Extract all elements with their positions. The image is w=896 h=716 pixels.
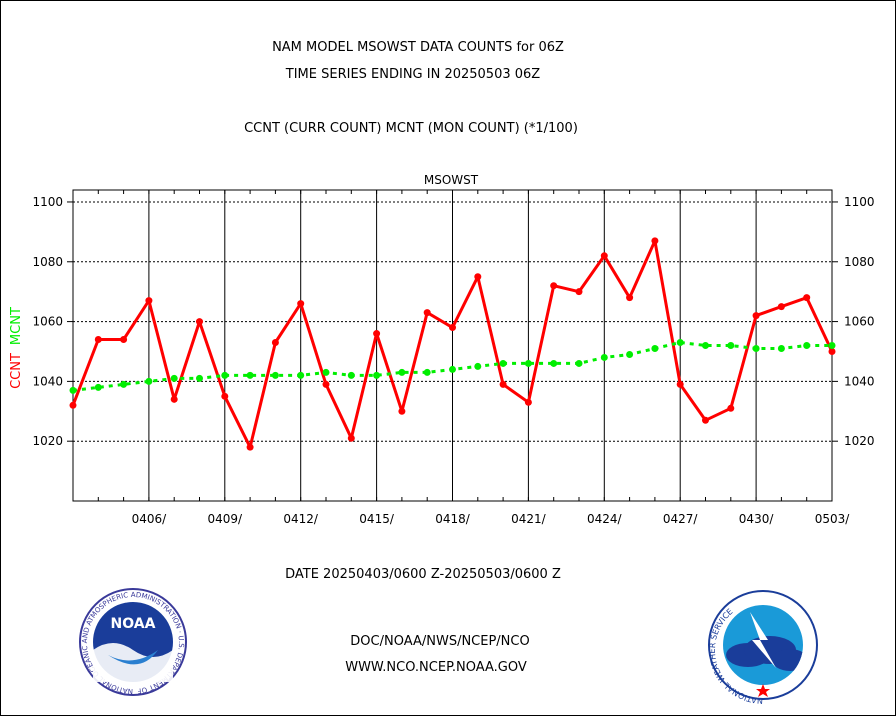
- data-point-ccnt: [702, 416, 709, 424]
- data-point-mcnt: [777, 344, 785, 352]
- data-point-ccnt: [803, 294, 811, 302]
- data-point-mcnt: [600, 353, 608, 361]
- data-point-mcnt: [69, 386, 77, 394]
- data-point-ccnt: [69, 401, 77, 409]
- data-point-mcnt: [449, 365, 456, 373]
- x-tick-label: 0409/: [208, 512, 244, 526]
- data-point-ccnt: [120, 336, 128, 344]
- data-point-ccnt: [221, 392, 229, 400]
- x-tick-label: 0427/: [663, 512, 699, 526]
- y-tick-label-right: 1080: [844, 255, 875, 269]
- data-point-ccnt: [271, 339, 279, 347]
- data-point-mcnt: [828, 342, 836, 349]
- data-point-ccnt: [752, 312, 760, 320]
- data-point-ccnt: [676, 380, 684, 388]
- y-tick-label: 1060: [32, 315, 63, 329]
- noaa-ring-text: NATIONAL OCEANIC AND ATMOSPHERIC ADMINIS…: [0, 0, 185, 695]
- data-point-mcnt: [196, 374, 203, 382]
- y-tick-label: 1040: [32, 374, 63, 388]
- y-label-mcnt: MCNT: [9, 307, 24, 345]
- tick-labels: 1020 1020 1040 1040 1060 1060 1080 1080 1100 1100…: [32, 195, 874, 526]
- y-tick-label-right: 1060: [844, 315, 875, 329]
- data-point-mcnt: [474, 362, 482, 370]
- data-point-mcnt: [373, 371, 381, 379]
- x-tick-label: 0430/: [739, 512, 775, 526]
- y-tick-label-right: 1020: [844, 434, 875, 448]
- y-tick-label-right: 1040: [844, 374, 875, 388]
- data-point-mcnt: [322, 368, 330, 376]
- data-point-ccnt: [474, 273, 482, 281]
- data-point-ccnt: [94, 336, 102, 344]
- data-point-mcnt: [170, 374, 178, 382]
- data-point-ccnt: [322, 380, 330, 388]
- x-tick-label: 0406/: [132, 512, 168, 526]
- data-point-ccnt: [196, 318, 203, 326]
- data-point-mcnt: [651, 344, 659, 352]
- data-point-ccnt: [170, 395, 178, 403]
- nws-logo: NATIONAL WEATHER SERVICE: [708, 590, 818, 705]
- data-point-mcnt: [524, 359, 532, 367]
- y-tick-label: 1020: [32, 434, 63, 448]
- noaa-logo-text: NOAA: [111, 616, 156, 632]
- y-axis-label: CCNT MCNT: [9, 307, 24, 389]
- data-point-mcnt: [145, 377, 153, 385]
- data-point-ccnt: [777, 303, 785, 311]
- data-point-mcnt: [550, 359, 558, 367]
- data-point-ccnt: [499, 380, 507, 388]
- data-point-ccnt: [246, 443, 254, 451]
- data-point-ccnt: [373, 330, 381, 338]
- data-point-mcnt: [398, 368, 406, 376]
- data-point-ccnt: [524, 398, 532, 406]
- data-point-ccnt: [145, 297, 153, 305]
- y-tick-label: 1100: [32, 195, 63, 209]
- y-label-ccnt: CCNT: [9, 353, 24, 389]
- chart-title-line1: NAM MODEL MSOWST DATA COUNTS for 06Z: [272, 40, 564, 55]
- x-tick-label: 0418/: [435, 512, 471, 526]
- data-point-ccnt: [651, 237, 659, 245]
- data-point-ccnt: [297, 300, 305, 308]
- data-point-ccnt: [727, 404, 735, 412]
- data-point-ccnt: [828, 347, 836, 355]
- data-series: [69, 237, 836, 451]
- x-tick-label: 0421/: [511, 512, 547, 526]
- data-point-ccnt: [347, 434, 355, 442]
- data-point-ccnt: [398, 407, 406, 415]
- org-path-link[interactable]: DOC/NOAA/NWS/NCEP/NCO: [350, 634, 529, 649]
- data-point-mcnt: [727, 342, 735, 349]
- data-point-mcnt: [676, 339, 684, 347]
- data-point-mcnt: [120, 380, 128, 388]
- data-point-mcnt: [702, 342, 709, 349]
- y-tick-label: 1080: [32, 255, 63, 269]
- data-point-ccnt: [550, 282, 558, 290]
- data-point-ccnt: [575, 288, 583, 296]
- data-point-ccnt: [626, 294, 634, 302]
- data-point-mcnt: [626, 350, 634, 358]
- data-point-mcnt: [271, 371, 279, 379]
- data-point-ccnt: [600, 252, 608, 260]
- chart-subtitle: CCNT (CURR COUNT) MCNT (MON COUNT) (*1/1…: [244, 121, 578, 136]
- data-point-mcnt: [221, 371, 229, 379]
- data-point-mcnt: [297, 371, 305, 379]
- data-point-mcnt: [752, 344, 760, 352]
- chart-title-line2: TIME SERIES ENDING IN 20250503 06Z: [285, 67, 541, 82]
- plot-label: MSOWST: [424, 173, 479, 187]
- data-point-mcnt: [575, 359, 583, 367]
- x-tick-label: 0503/: [815, 512, 851, 526]
- data-point-mcnt: [94, 383, 102, 391]
- y-tick-label-right: 1100: [844, 195, 875, 209]
- x-tick-label: 0424/: [587, 512, 623, 526]
- date-range: DATE 20250403/0600 Z-20250503/0600 Z: [285, 567, 561, 582]
- data-point-ccnt: [449, 324, 456, 332]
- data-point-mcnt: [803, 342, 811, 349]
- data-point-mcnt: [423, 368, 431, 376]
- website-link[interactable]: WWW.NCO.NCEP.NOAA.GOV: [345, 660, 527, 675]
- noaa-logo: NATIONAL OCEANIC AND ATMOSPHERIC ADMINIS…: [0, 0, 187, 696]
- data-point-mcnt: [246, 371, 254, 379]
- x-tick-label: 0412/: [283, 512, 319, 526]
- x-tick-label: 0415/: [359, 512, 395, 526]
- data-point-mcnt: [347, 371, 355, 379]
- data-point-mcnt: [499, 359, 507, 367]
- data-point-ccnt: [423, 309, 431, 317]
